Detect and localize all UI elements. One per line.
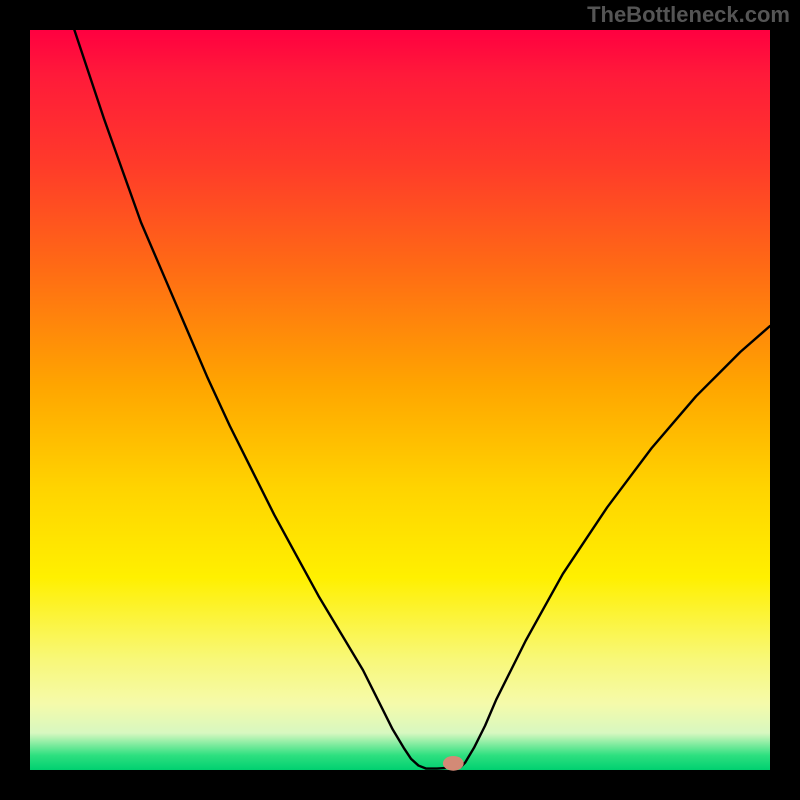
frame-bottom xyxy=(0,770,800,800)
attribution-text: TheBottleneck.com xyxy=(587,2,790,28)
plot-area xyxy=(30,30,770,770)
frame-left xyxy=(0,0,30,800)
frame-right xyxy=(770,0,800,800)
